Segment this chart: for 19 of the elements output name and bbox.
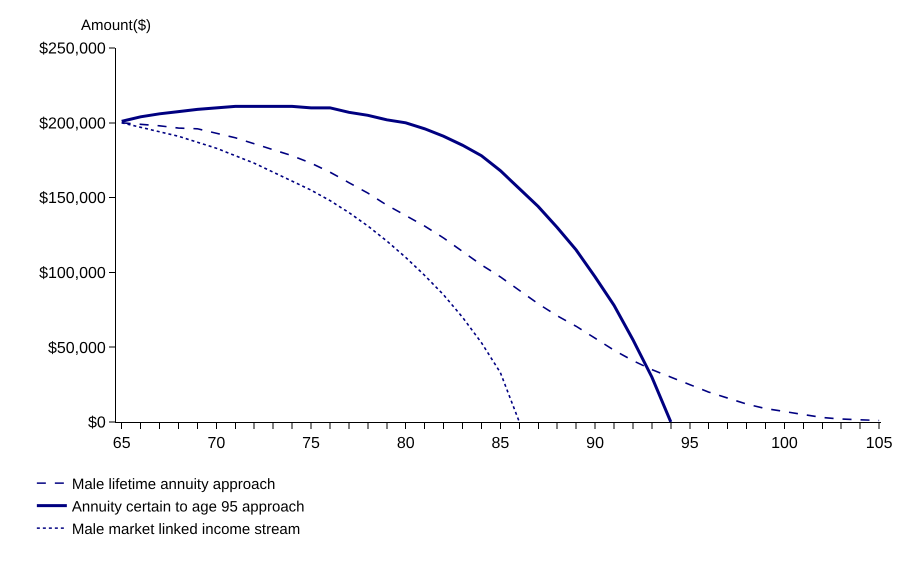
x-tick-label: 100 (771, 435, 798, 452)
y-tick-label: $0 (88, 414, 106, 432)
legend-label: Male lifetime annuity approach (72, 476, 276, 493)
x-tick-label: 90 (586, 435, 604, 452)
legend-label: Annuity certain to age 95 approach (72, 498, 305, 516)
y-axis-title: Amount($) (81, 17, 152, 34)
y-tick-label: $250,000 (39, 40, 106, 58)
x-tick-label: 75 (302, 435, 320, 452)
legend-label: Male market linked income stream (72, 520, 300, 538)
x-tick-label: 80 (396, 435, 415, 452)
y-tick-label: $150,000 (39, 190, 106, 208)
x-tick-label: 95 (680, 435, 699, 452)
y-tick-label: $200,000 (39, 115, 106, 132)
y-tick-label: $50,000 (48, 340, 106, 357)
x-tick-label: 85 (491, 435, 510, 452)
x-tick-label: 65 (112, 435, 131, 452)
x-tick-label: 70 (207, 435, 226, 452)
x-tick-label: 105 (866, 435, 893, 452)
y-tick-label: $100,000 (39, 265, 106, 282)
